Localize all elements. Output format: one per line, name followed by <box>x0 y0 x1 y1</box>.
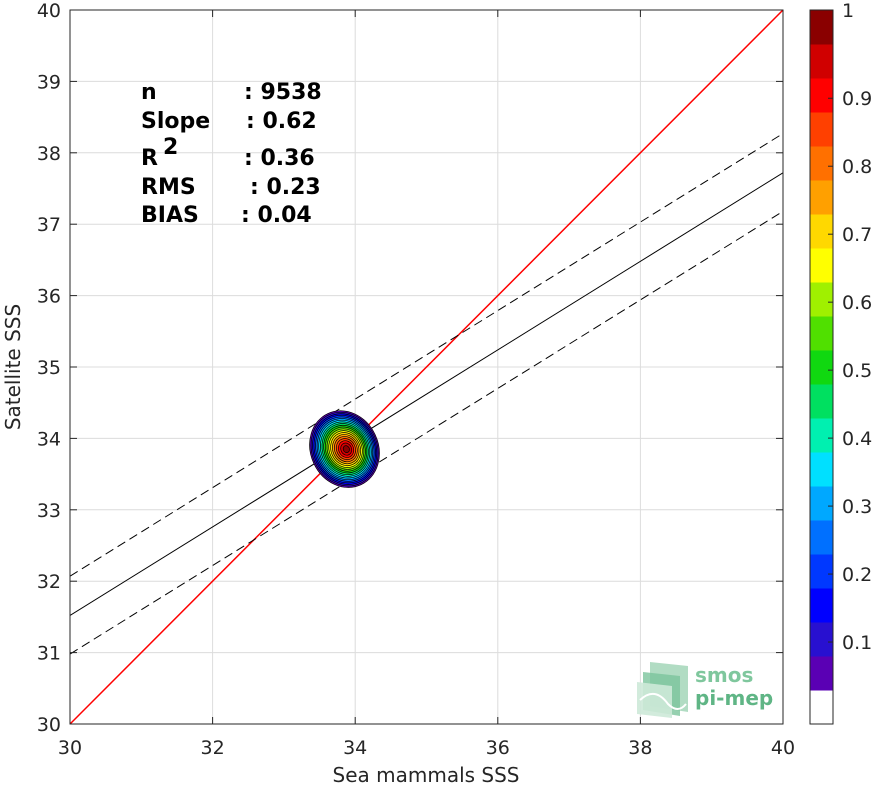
colorbar-segment <box>810 486 833 521</box>
colorbar-tick-label: 0.4 <box>842 428 872 450</box>
colorbar-segment <box>810 78 833 113</box>
stat-value: : 0.04 <box>241 203 312 228</box>
colorbar-segment <box>810 146 833 181</box>
colorbar-tick-label: 1 <box>842 0 854 22</box>
y-tick-label: 31 <box>37 643 61 665</box>
x-tick-label: 30 <box>58 737 82 759</box>
colorbar-segment <box>810 690 833 725</box>
colorbar-tick-label: 0.9 <box>842 88 872 110</box>
x-axis-ticks: 30 32 34 36 38 40 <box>58 10 795 759</box>
colorbar-tick-label: 0.3 <box>842 496 872 518</box>
y-tick-label: 38 <box>37 143 61 165</box>
stat-label: RMS <box>141 175 196 200</box>
stat-value: : 0.23 <box>250 175 321 200</box>
y-tick-label: 37 <box>37 214 61 236</box>
x-tick-label: 38 <box>628 737 652 759</box>
colorbar-segment <box>810 248 833 283</box>
logo-line1: smos <box>695 663 753 687</box>
stat-value: : 0.36 <box>244 146 315 171</box>
y-tick-label: 30 <box>37 714 61 736</box>
colorbar-segment <box>810 112 833 147</box>
logo-emblem-icon <box>637 662 688 718</box>
colorbar: 0.1 0.2 0.3 0.4 0.5 0.6 0.7 0.8 0.9 1 <box>809 0 872 725</box>
colorbar-segment <box>810 180 833 215</box>
colorbar-segment <box>810 554 833 589</box>
grid <box>69 9 784 725</box>
stat-value: : 9538 <box>244 80 322 105</box>
colorbar-segment <box>810 44 833 79</box>
y-tick-label: 34 <box>37 428 61 450</box>
statistics-box: n : 9538 Slope : 0.62 R 2 : 0.36 RMS : 0.23 BIAS:… <box>141 80 322 228</box>
colorbar-tick-label: 0.1 <box>842 632 872 654</box>
x-tick-label: 32 <box>201 737 225 759</box>
colorbar-tick-label: 0.7 <box>842 224 872 246</box>
colorbar-segment <box>810 452 833 487</box>
y-tick-label: 39 <box>37 71 61 93</box>
colorbar-segment <box>810 384 833 419</box>
y-tick-label: 36 <box>37 286 61 308</box>
colorbar-segment <box>810 656 833 691</box>
density-contours <box>309 410 380 488</box>
reference-lines <box>70 10 783 724</box>
colorbar-frame <box>809 9 834 725</box>
colorbar-segment <box>810 10 833 45</box>
smos-pi-mep-logo: smos pi-mep <box>637 662 773 718</box>
density-level-20 <box>342 445 350 453</box>
colorbar-segment <box>810 350 833 385</box>
colorbar-tick-label: 0.8 <box>842 156 872 178</box>
colorbar-tick-label: 0.5 <box>842 360 872 382</box>
x-axis-title: Sea mammals SSS <box>333 763 520 787</box>
stat-label: BIAS <box>141 203 199 228</box>
colorbar-tick-label: 0.2 <box>842 564 872 586</box>
stat-value: : 0.62 <box>246 109 317 134</box>
y-tick-label: 40 <box>37 0 61 22</box>
colorbar-segment <box>810 316 833 351</box>
stat-label: n <box>141 80 157 105</box>
stat-label: R <box>141 146 158 171</box>
colorbar-tick-label: 0.6 <box>842 292 872 314</box>
x-tick-label: 40 <box>771 737 795 759</box>
y-tick-label: 35 <box>37 357 61 379</box>
y-axis-title: Satellite SSS <box>1 304 25 430</box>
x-tick-label: 34 <box>343 737 367 759</box>
colorbar-segment <box>810 282 833 317</box>
colorbar-segment <box>810 520 833 555</box>
y-tick-label: 33 <box>37 500 61 522</box>
colorbar-segment <box>810 588 833 623</box>
colorbar-segment <box>810 418 833 453</box>
colorbar-segment <box>810 622 833 657</box>
x-tick-label: 36 <box>486 737 510 759</box>
colorbar-segment <box>810 214 833 249</box>
stat-label-superscript: 2 <box>163 135 178 160</box>
line-1-1 <box>70 10 783 724</box>
y-axis-ticks: 30 31 32 33 34 35 36 37 38 39 40 <box>37 0 783 736</box>
stat-label: Slope <box>141 109 210 134</box>
line-fit <box>70 172 783 616</box>
logo-line2: pi-mep <box>695 686 773 710</box>
y-tick-label: 32 <box>37 571 61 593</box>
